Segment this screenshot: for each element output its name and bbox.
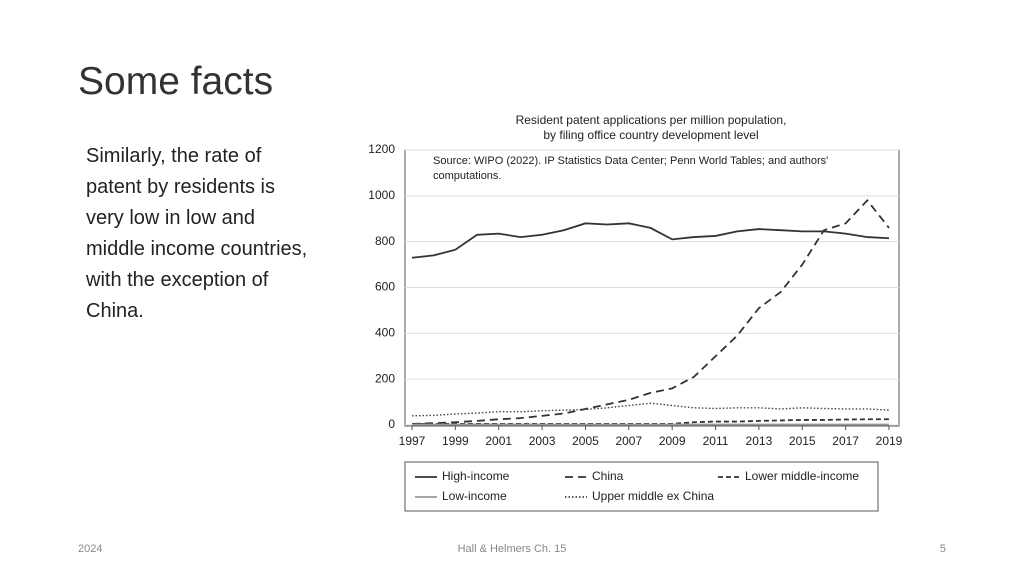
slide-heading: Some facts xyxy=(78,60,274,103)
series-line xyxy=(411,222,890,259)
x-tick-label: 2007 xyxy=(615,434,642,448)
series-line xyxy=(411,199,890,425)
legend-label: High-income xyxy=(442,469,510,483)
legend-label: Lower middle-income xyxy=(745,469,859,483)
body-text: Similarly, the rate of patent by residen… xyxy=(86,145,308,322)
legend-label: Low-income xyxy=(442,489,507,503)
legend-frame xyxy=(404,461,879,512)
series-line xyxy=(411,402,890,417)
x-tick-label: 2019 xyxy=(876,434,903,448)
x-tick-label: 2013 xyxy=(746,434,773,448)
footer-date: 2024 xyxy=(78,543,103,555)
y-tick-label: 400 xyxy=(375,326,395,340)
y-tick-label: 1000 xyxy=(368,188,395,202)
y-tick-label: 800 xyxy=(375,234,395,248)
x-tick-label: 2015 xyxy=(789,434,816,448)
legend-label: China xyxy=(592,469,624,483)
legend-label: Upper middle ex China xyxy=(592,489,714,503)
page-number: 5 xyxy=(939,543,946,555)
x-tick-label: 2011 xyxy=(703,434,729,448)
y-tick-label: 600 xyxy=(375,280,395,294)
chart-source: Source: WIPO (2022). IP Statistics Data … xyxy=(433,155,829,182)
x-tick-label: 2005 xyxy=(572,434,599,448)
y-tick-label: 0 xyxy=(388,417,395,431)
x-tick-label: 2017 xyxy=(832,434,859,448)
y-tick-label: 1200 xyxy=(368,142,395,156)
chart-subtitle: by filing office country development lev… xyxy=(543,128,758,142)
footer-center: Hall & Helmers Ch. 15 xyxy=(457,543,567,555)
y-tick-label: 200 xyxy=(375,371,395,385)
x-tick-label: 1997 xyxy=(399,434,426,448)
x-tick-label: 1999 xyxy=(442,434,469,448)
x-tick-label: 2001 xyxy=(485,434,512,448)
chart-title: Resident patent applications per million… xyxy=(516,113,787,127)
x-tick-label: 2009 xyxy=(659,434,686,448)
x-tick-label: 2003 xyxy=(529,434,556,448)
